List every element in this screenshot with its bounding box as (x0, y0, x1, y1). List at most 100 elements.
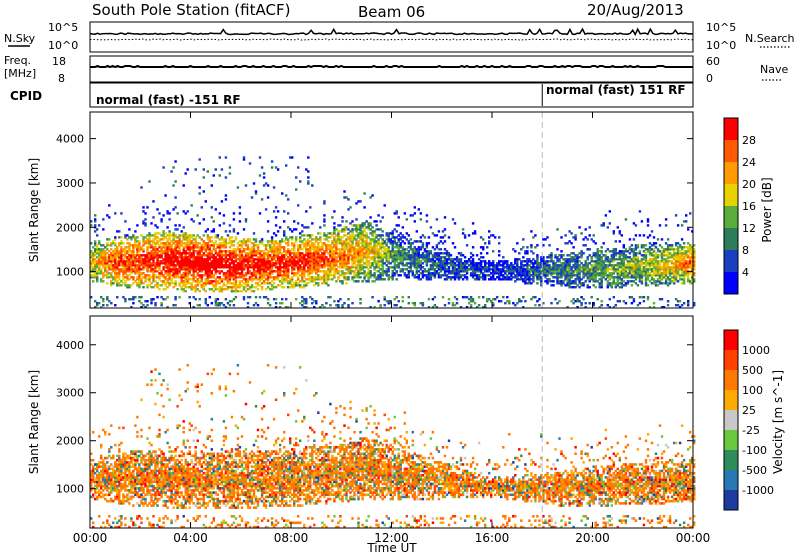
echo-cell (301, 256, 304, 259)
echo-cell (214, 282, 218, 285)
echo-cell (325, 250, 328, 253)
echo-cell (252, 260, 256, 263)
echo-cell (238, 276, 242, 279)
echo-cell (114, 280, 117, 283)
echo-cell (600, 224, 603, 227)
echo-cell (260, 276, 264, 279)
echo-cell (401, 262, 405, 265)
echo-cell (242, 156, 246, 159)
echo-cell (592, 278, 595, 281)
echo-cell (287, 226, 290, 229)
echo-cell (463, 276, 467, 279)
echo-cell (582, 244, 585, 247)
echo-cell (628, 264, 632, 267)
echo-cell (252, 242, 256, 245)
echo-cell (590, 268, 593, 271)
echo-cell (387, 266, 390, 269)
echo-cell (299, 302, 302, 305)
echo-cell (626, 260, 630, 263)
echo-cell (166, 240, 169, 243)
echo-cell (305, 226, 308, 229)
echo-cell (281, 246, 284, 249)
echo-cell (445, 262, 449, 265)
echo-cell (610, 284, 614, 287)
echo-cell (303, 302, 306, 305)
echo-cell (598, 266, 601, 269)
echo-cell (411, 254, 415, 257)
echo-cell (353, 250, 356, 253)
echo-cell (146, 260, 149, 263)
echo-cell (262, 296, 266, 299)
echo-cell (463, 256, 467, 259)
echo-cell (230, 244, 234, 247)
echo-cell (339, 248, 342, 251)
echo-cell (620, 282, 624, 285)
echo-cell (620, 270, 624, 273)
echo-cell (542, 244, 545, 247)
echo-cell (196, 250, 199, 253)
echo-cell (542, 260, 545, 263)
echo-cell (122, 272, 125, 275)
echo-cell (496, 276, 499, 279)
echo-cell (425, 242, 429, 245)
echo-cell (301, 248, 304, 251)
echo-cell (612, 256, 616, 259)
echo-cell (162, 236, 165, 239)
echo-cell (150, 258, 153, 261)
echo-cell (373, 236, 376, 239)
echo-cell (584, 228, 587, 231)
echo-cell (148, 236, 151, 239)
echo-cell (198, 266, 201, 269)
echo-cell (96, 276, 99, 279)
echo-cell (274, 252, 278, 255)
echo-cell (152, 274, 155, 277)
echo-cell (624, 248, 628, 251)
freq-panel: Freq. [MHz] 18 8 60 0 Nave (4, 54, 788, 85)
echo-cell (524, 300, 527, 303)
echo-cell (176, 270, 179, 273)
echo-cell (124, 234, 127, 237)
echo-cell (192, 276, 195, 279)
echo-cell (311, 262, 314, 265)
echo-cell (520, 266, 523, 269)
echo-cell (166, 274, 169, 277)
echo-cell (321, 282, 324, 285)
echo-cell (160, 262, 163, 265)
echo-cell (582, 264, 585, 267)
echo-cell (311, 276, 314, 279)
echo-cell (278, 274, 282, 277)
echo-cell (256, 282, 260, 285)
echo-cell (224, 252, 228, 255)
echo-cell (307, 226, 310, 229)
echo-cell (100, 280, 103, 283)
echo-cell (150, 244, 153, 247)
echo-cell (540, 266, 543, 269)
echo-cell (331, 266, 334, 269)
echo-cell (618, 230, 622, 233)
echo-cell (375, 252, 378, 255)
echo-cell (381, 270, 384, 273)
echo-cell (524, 268, 527, 271)
echo-cell (319, 226, 322, 229)
echo-cell (311, 268, 314, 271)
echo-cell (506, 262, 509, 265)
echo-cell (329, 256, 332, 259)
echo-cell (236, 248, 240, 251)
echo-cell (293, 220, 296, 223)
echo-cell (274, 266, 278, 269)
echo-cell (622, 260, 626, 263)
echo-cell (333, 242, 336, 245)
echo-cell (146, 254, 149, 257)
echo-cell (512, 276, 515, 279)
echo-cell (238, 244, 242, 247)
echo-cell (614, 248, 618, 251)
echo-cell (488, 236, 491, 239)
echo-cell (190, 234, 193, 237)
echo-cell (423, 236, 427, 239)
echo-cell (283, 232, 286, 235)
echo-cell (367, 248, 370, 251)
echo-cell (289, 252, 292, 255)
echo-cell (90, 274, 93, 277)
echo-cell (206, 170, 210, 173)
echo-cell (186, 246, 189, 249)
